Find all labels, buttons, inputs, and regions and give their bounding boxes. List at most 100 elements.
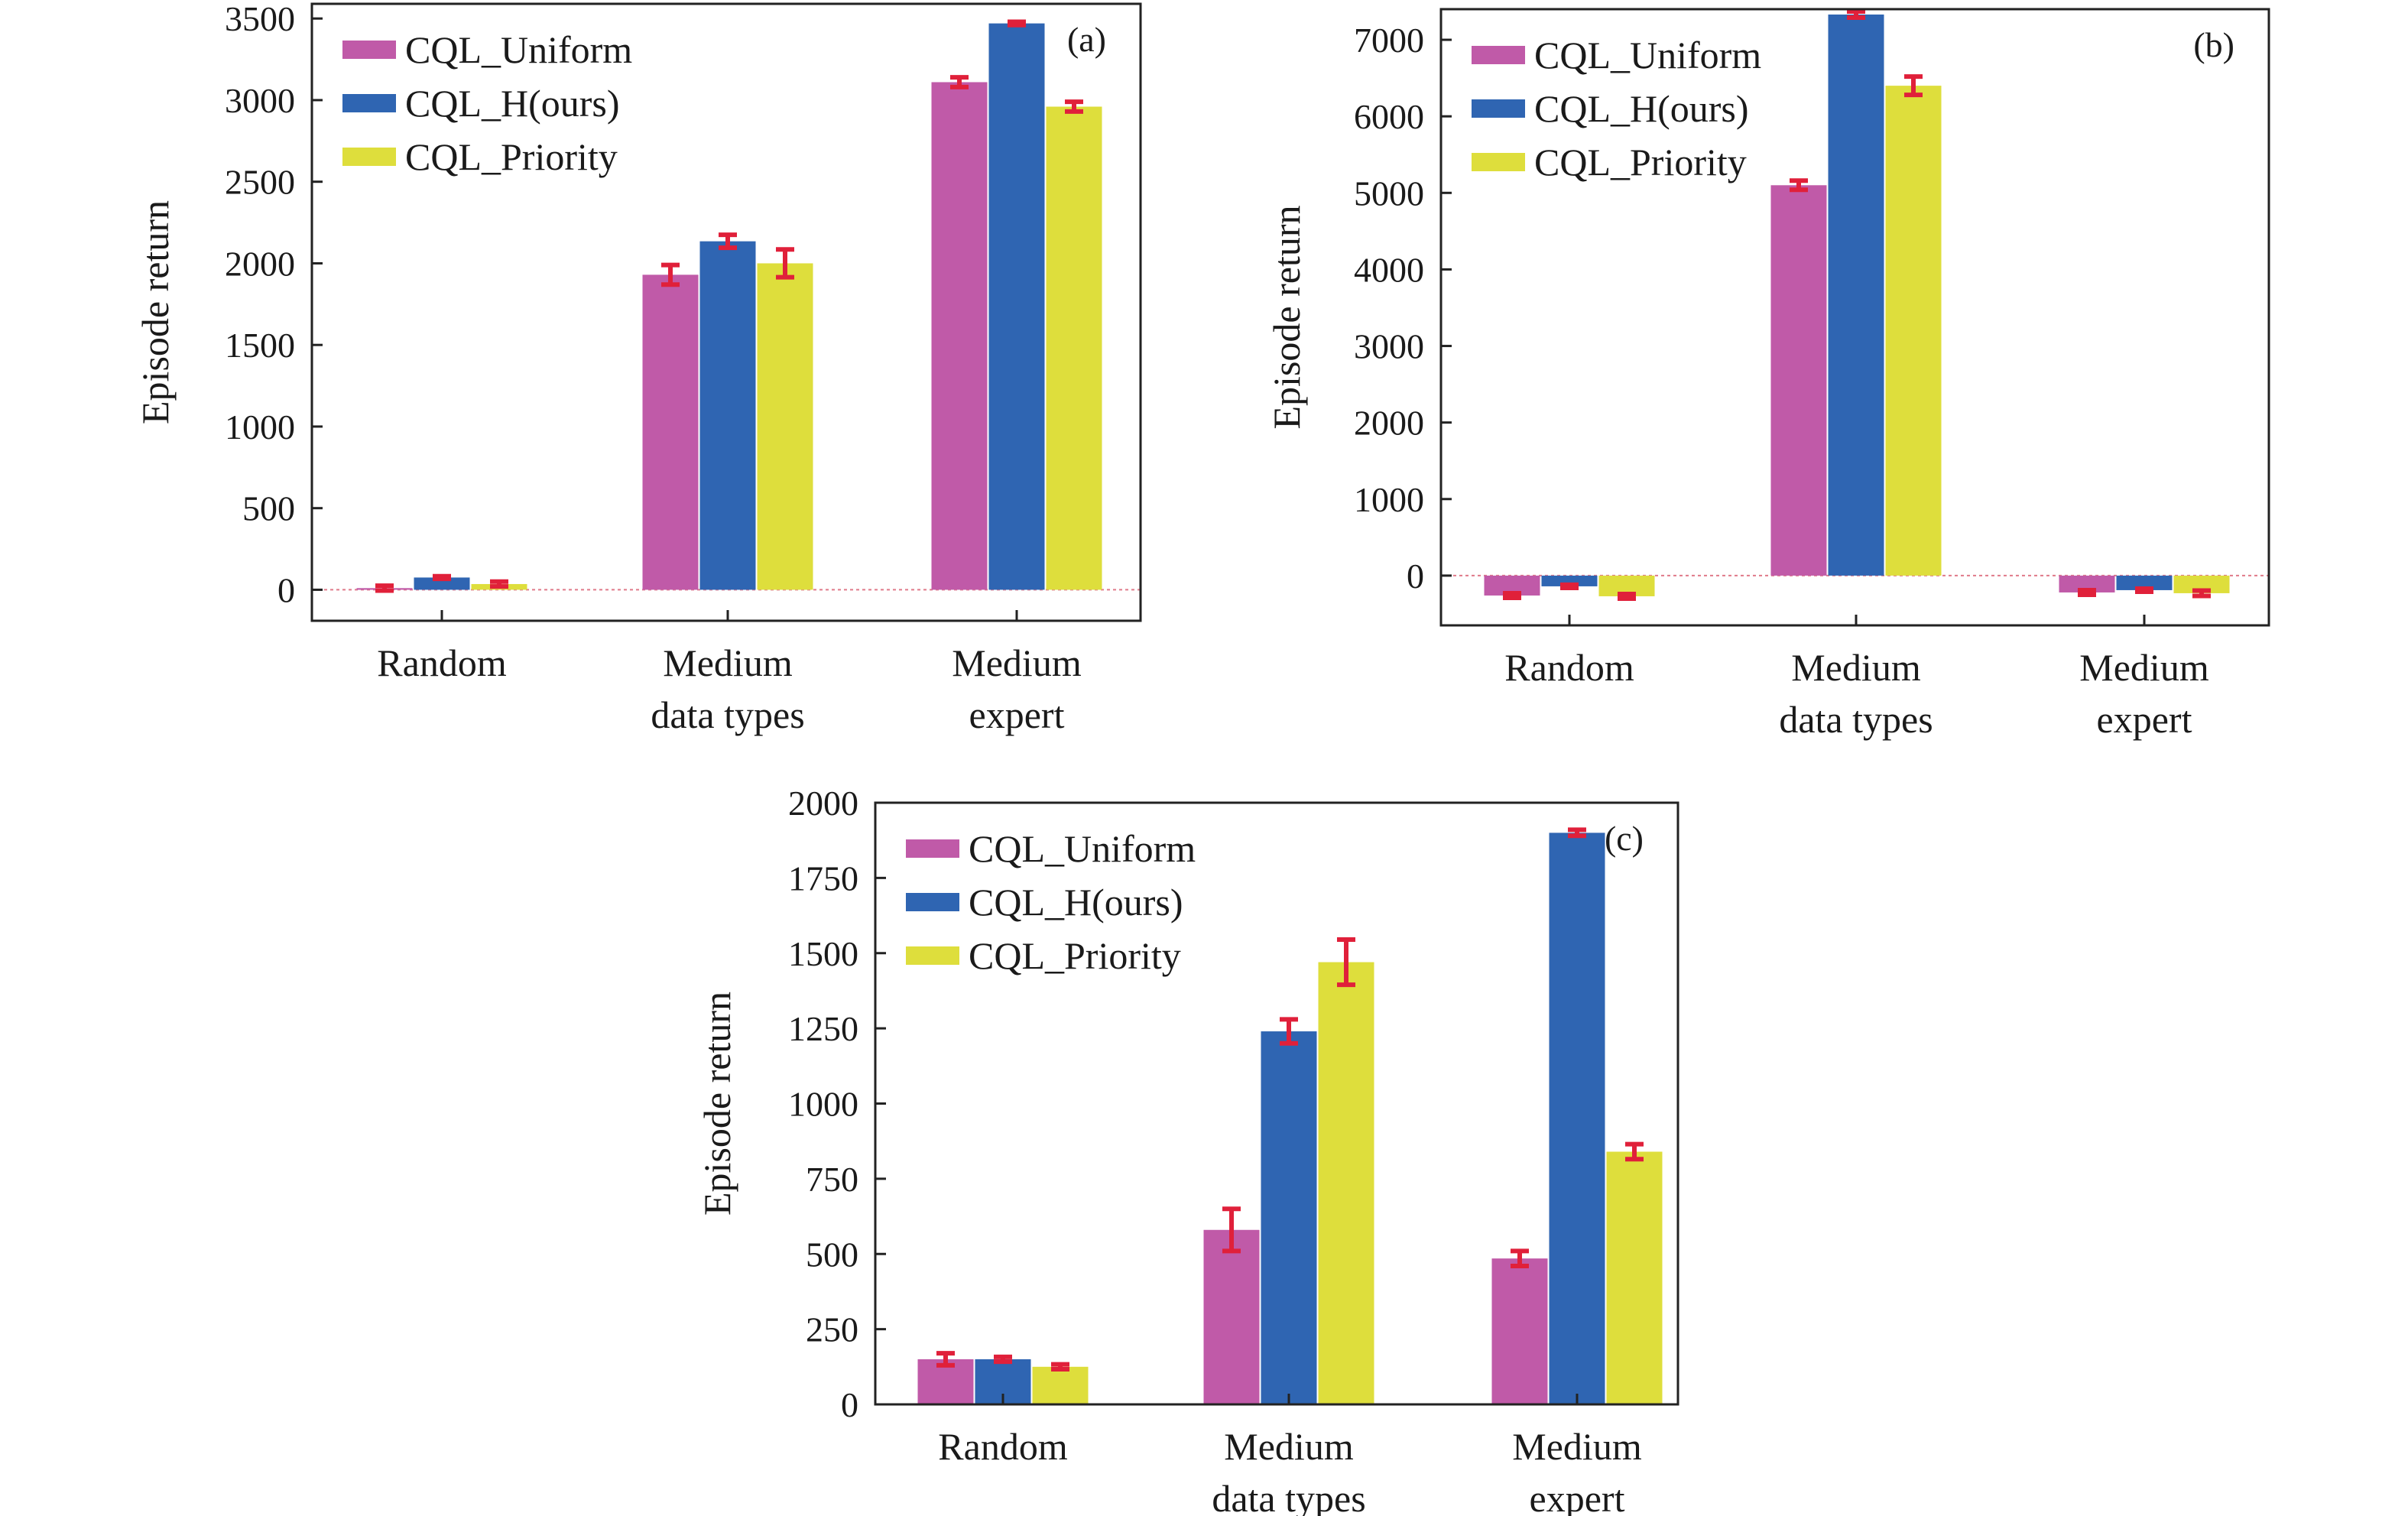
error-bar — [2135, 586, 2153, 594]
error-bar — [490, 579, 508, 589]
x-category-label: expert — [1530, 1477, 1625, 1516]
bar-cql-h-ours--2 — [2116, 575, 2173, 590]
x-category-label: data types — [1779, 698, 1933, 741]
legend-label: CQL_Uniform — [1534, 34, 1761, 76]
bar-cql-h-ours--1 — [1261, 1031, 1317, 1404]
error-bar — [1618, 591, 1636, 601]
error-bar — [1568, 827, 1586, 839]
error-bar — [1065, 99, 1083, 114]
y-tick-label: 250 — [806, 1310, 858, 1349]
legend-swatch-cql-priority — [906, 946, 959, 965]
x-category-label: Medium — [952, 641, 1082, 684]
bar-cql-priority-2 — [1606, 1151, 1663, 1404]
x-category-label: Medium — [1224, 1425, 1354, 1468]
bar-cql-h-ours--0 — [414, 577, 470, 590]
error-bar — [2078, 587, 2096, 597]
error-bar — [994, 1354, 1012, 1365]
y-tick-label: 5000 — [1354, 174, 1424, 213]
y-tick-label: 6000 — [1354, 97, 1424, 136]
bar-cql-uniform-2 — [931, 82, 988, 590]
bar-cql-h-ours--2 — [988, 23, 1045, 590]
error-bar — [433, 573, 451, 582]
error-bar — [1280, 1017, 1298, 1046]
error-bar — [1222, 1206, 1241, 1254]
y-tick-label: 1000 — [1354, 480, 1424, 519]
legend-swatch-cql-h-ours- — [1472, 99, 1525, 118]
legend-label: CQL_H(ours) — [1534, 87, 1749, 130]
error-bar — [1511, 1248, 1529, 1268]
error-bar — [950, 75, 969, 89]
bar-cql-h-ours--2 — [1549, 833, 1605, 1404]
x-category-label: Medium — [2079, 646, 2209, 689]
x-category-label: Medium — [663, 641, 793, 684]
legend-swatch-cql-h-ours- — [342, 94, 396, 112]
chart-panel-c: 0 250 500 750 1000 1250 1500 1750 2000 Random Medi… — [696, 784, 1679, 1516]
panel-label: (c) — [1605, 819, 1644, 858]
bar-cql-uniform-2 — [2059, 575, 2115, 592]
legend-label: CQL_Priority — [1534, 141, 1747, 183]
error-bar — [1847, 9, 1865, 21]
error-bar — [2192, 588, 2211, 599]
chart-panel-a: 0 500 1000 1500 2000 2500 3000 3500 Random Medium… — [134, 0, 1142, 736]
y-tick-label: 1500 — [225, 326, 295, 365]
legend-swatch-cql-uniform — [906, 839, 959, 858]
error-bar — [1337, 937, 1355, 988]
legend-swatch-cql-h-ours- — [906, 893, 959, 911]
error-bar — [661, 262, 680, 287]
y-tick-label: 1750 — [788, 859, 858, 898]
legend-swatch-cql-priority — [1472, 153, 1525, 171]
legend-swatch-cql-uniform — [1472, 46, 1525, 64]
panel-label: (a) — [1067, 20, 1106, 59]
y-axis-label: Episode return — [696, 992, 738, 1216]
error-bar — [1503, 590, 1521, 600]
bar-cql-uniform-2 — [1491, 1258, 1548, 1404]
bar-cql-priority-1 — [1318, 962, 1374, 1404]
x-category-label: expert — [2097, 698, 2192, 741]
y-tick-label: 1000 — [225, 407, 295, 446]
bar-cql-priority-1 — [757, 263, 813, 590]
y-tick-label: 7000 — [1354, 21, 1424, 60]
legend-label: CQL_Priority — [969, 934, 1181, 977]
legend-label: CQL_H(ours) — [405, 82, 620, 125]
legend-swatch-cql-uniform — [342, 41, 396, 59]
error-bar — [1008, 19, 1026, 28]
legend: CQL_Uniform CQL_H(ours) CQL_Priority — [342, 28, 632, 178]
y-tick-label: 750 — [806, 1160, 858, 1199]
x-category-label: Random — [938, 1425, 1068, 1468]
y-axis-label: Episode return — [134, 200, 177, 424]
bar-cql-priority-1 — [1885, 86, 1942, 576]
error-bar — [1904, 74, 1923, 98]
y-tick-label: 1000 — [788, 1085, 858, 1124]
legend-label: CQL_Uniform — [405, 28, 632, 71]
y-tick-label: 2000 — [1354, 404, 1424, 443]
y-axis-label: Episode return — [1265, 206, 1308, 430]
legend: CQL_Uniform CQL_H(ours) CQL_Priority — [906, 827, 1196, 977]
y-tick-label: 3000 — [1354, 327, 1424, 366]
error-bar — [776, 247, 794, 280]
legend-label: CQL_Uniform — [969, 827, 1196, 870]
bar-cql-h-ours--1 — [699, 241, 756, 590]
error-bar — [1790, 178, 1808, 193]
y-tick-label: 0 — [1407, 557, 1424, 596]
x-category-label: expert — [969, 693, 1065, 736]
error-bar — [375, 583, 394, 593]
y-tick-label: 2000 — [788, 784, 858, 823]
error-bar — [1051, 1362, 1069, 1372]
x-category-label: Random — [377, 641, 507, 684]
bar-cql-uniform-1 — [642, 274, 699, 590]
panel-label: (b) — [2193, 25, 2234, 64]
y-tick-label: 1500 — [788, 934, 858, 973]
y-tick-label: 500 — [806, 1235, 858, 1274]
error-bar — [1625, 1141, 1644, 1162]
chart-panel-b: 0 1000 2000 3000 4000 5000 6000 7000 Random Mediu… — [1265, 8, 2270, 741]
error-bar — [936, 1351, 955, 1368]
y-tick-label: 500 — [242, 489, 295, 528]
bar-cql-priority-0 — [1032, 1366, 1089, 1404]
bar-cql-priority-2 — [2173, 575, 2230, 593]
y-tick-label: 4000 — [1354, 250, 1424, 289]
y-tick-label: 3500 — [225, 0, 295, 38]
bar-cql-h-ours--1 — [1828, 15, 1884, 576]
x-category-label: Medium — [1512, 1425, 1642, 1468]
bar-cql-uniform-1 — [1203, 1229, 1260, 1404]
